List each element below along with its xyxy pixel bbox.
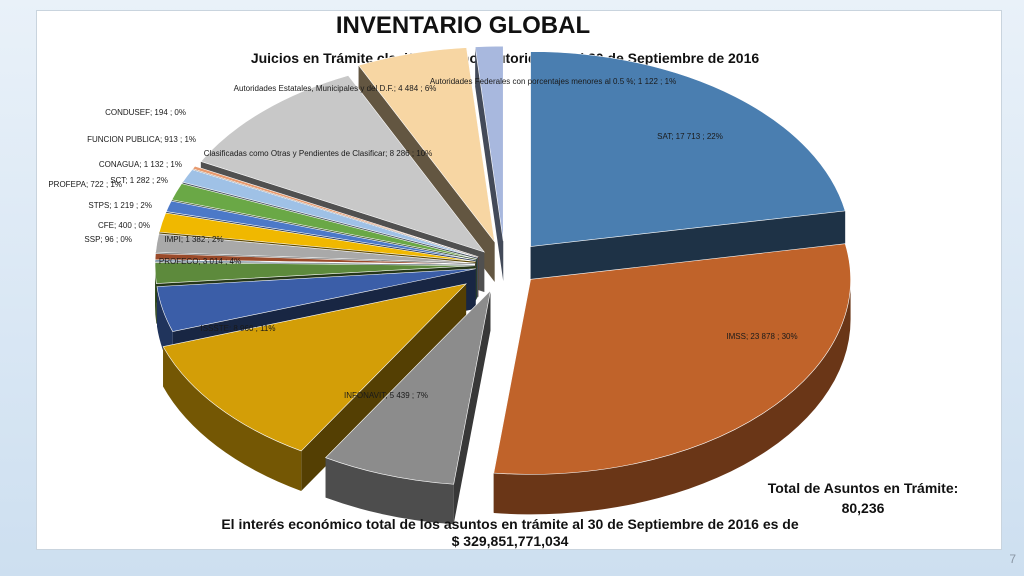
slice-rim-imss	[493, 279, 851, 515]
interest-value: $ 329,851,771,034	[451, 533, 569, 549]
slice-rim-issste	[163, 346, 302, 491]
page-title: INVENTARIO GLOBAL	[335, 12, 591, 39]
slice-top-imss	[493, 243, 851, 475]
slice-cut-infonavit-0	[453, 290, 491, 525]
slice-cut-issste-0	[301, 283, 467, 491]
total-value: 80,236	[841, 500, 885, 516]
data-label-clasificadas-como-otras-y-pendientes-de-clasificar: Clasificadas como Otras y Pendientes de …	[204, 149, 433, 158]
slice-top-issste	[162, 283, 467, 452]
interest-text: El interés económico total de los asunto…	[221, 516, 799, 532]
page-number: 7	[1009, 552, 1016, 566]
slice-top-profepa	[165, 200, 477, 261]
slice-top-clasificadas-como-otras-y-pendientes-de-clasificar	[200, 75, 486, 253]
slice-top-sct	[158, 212, 476, 262]
slice-rim-impi	[155, 265, 157, 324]
slice-cut-sat-1	[530, 210, 846, 287]
pie-slice-imss	[493, 243, 851, 515]
pie-slice-autoridades-federales-con-porcentajes-menores-al-0-5	[474, 45, 504, 282]
total-summary: Total de Asuntos en Trámite: 80,236	[745, 478, 981, 518]
data-label-impi: IMPI; 1 382 ; 2%	[164, 235, 223, 244]
data-label-condusef: CONDUSEF; 194 ; 0%	[105, 108, 186, 117]
slice-top-impi	[154, 262, 476, 284]
slice-top-ssp	[154, 259, 476, 265]
data-label-sat: SAT; 17 713 ; 22%	[657, 132, 723, 141]
interest-summary: El interés económico total de los asunto…	[150, 516, 870, 550]
pie-slice-sat	[530, 51, 846, 287]
slice-top-infonavit	[325, 289, 491, 485]
data-label-cfe: CFE; 400 ; 0%	[98, 221, 150, 230]
data-label-ssp: SSP; 96 ; 0%	[84, 235, 132, 244]
data-label-stps: STPS; 1 219 ; 2%	[88, 201, 152, 210]
data-label-imss: IMSS; 23 878 ; 30%	[726, 332, 797, 341]
slice-top-autoridades-federales-con-porcentajes-menores-al-0-5	[474, 45, 504, 242]
slice-top-sat	[530, 51, 846, 247]
slice-cut-autoridades-federales-con-porcentajes-menores-al-0-5-0	[475, 46, 504, 282]
data-label-autoridades-estatales-municipales-y-del-d-f: Autoridades Estatales, Municipales y del…	[234, 84, 437, 93]
slice-top-conagua	[171, 183, 477, 260]
slice-top-profeco	[156, 268, 476, 332]
data-label-autoridades-federales-con-porcentajes-menores-al-0-5: Autoridades Federales con porcentajes me…	[430, 77, 676, 86]
slice-top-stps	[155, 233, 476, 264]
data-label-profeco: PROFECO; 3 014 ; 4%	[159, 257, 241, 266]
slice-top-condusef	[192, 165, 479, 258]
total-label: Total de Asuntos en Trámite:	[767, 480, 959, 496]
pie-slice-infonavit	[325, 289, 491, 525]
data-label-funcion-publica: FUNCION PUBLICA; 913 ; 1%	[87, 135, 196, 144]
data-label-profepa: PROFEPA; 722 ; 1%	[48, 180, 122, 189]
slice-top-funcion-publica	[182, 169, 478, 258]
slice-rim-infonavit	[325, 457, 454, 525]
slice-top-cfe	[154, 253, 476, 265]
slice-top-autoridades-estatales-municipales-y-del-d-f	[358, 47, 496, 243]
data-label-conagua: CONAGUA; 1 132 ; 1%	[99, 160, 182, 169]
pie-slice-issste	[162, 283, 467, 491]
data-label-issste: ISSSTE; 8 960 ; 11%	[200, 324, 275, 333]
data-label-sct: SCT; 1 282 ; 2%	[110, 176, 168, 185]
data-label-infonavit: INFONAVIT; 5 439 ; 7%	[344, 391, 428, 400]
